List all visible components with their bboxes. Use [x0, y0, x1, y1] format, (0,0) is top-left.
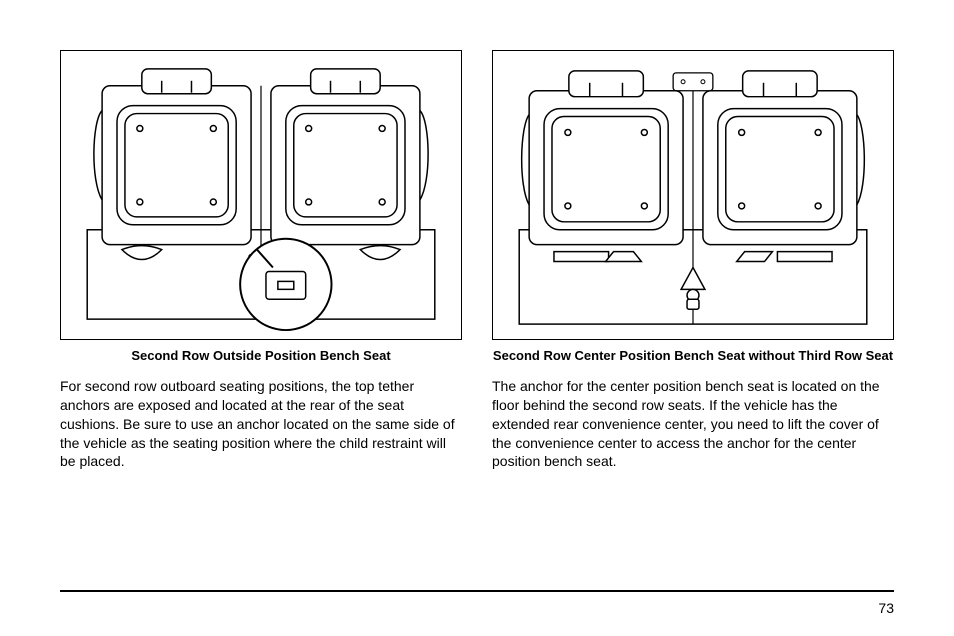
- page-number: 73: [878, 600, 894, 616]
- left-caption: Second Row Outside Position Bench Seat: [60, 348, 462, 365]
- left-illustration: [61, 51, 461, 339]
- left-figure: [60, 50, 462, 340]
- right-body-text: The anchor for the center position bench…: [492, 377, 894, 471]
- right-figure: [492, 50, 894, 340]
- right-illustration: [493, 51, 893, 339]
- left-body-text: For second row outboard seating position…: [60, 377, 462, 471]
- content-columns: Second Row Outside Position Bench Seat F…: [60, 50, 894, 471]
- footer-rule: [60, 590, 894, 592]
- right-column: Second Row Center Position Bench Seat wi…: [492, 50, 894, 471]
- right-caption: Second Row Center Position Bench Seat wi…: [492, 348, 894, 365]
- left-column: Second Row Outside Position Bench Seat F…: [60, 50, 462, 471]
